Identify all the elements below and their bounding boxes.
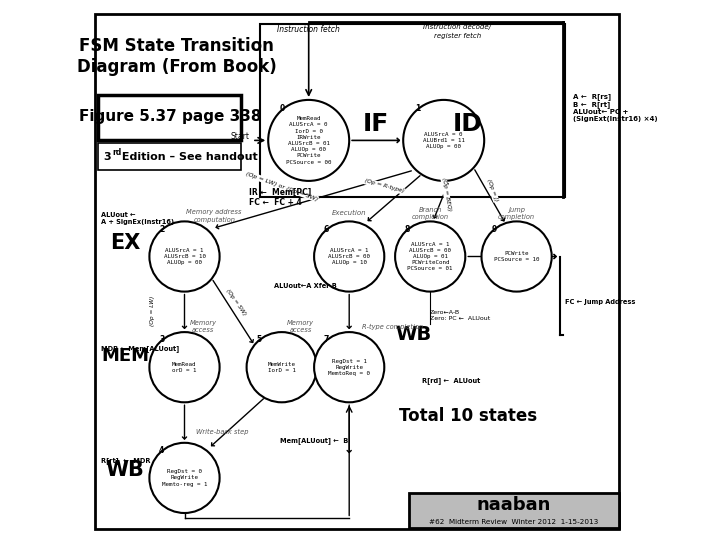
Text: PCWrite
PCSource = 10: PCWrite PCSource = 10	[494, 251, 539, 262]
Text: ALUout ←
A + SignEx(Instr16): ALUout ← A + SignEx(Instr16)	[101, 212, 174, 225]
Text: 4: 4	[159, 446, 164, 455]
Text: naaban: naaban	[477, 496, 551, 514]
Text: 3: 3	[159, 335, 164, 345]
Text: #62  Midterm Review  Winter 2012  1-15-2013: #62 Midterm Review Winter 2012 1-15-2013	[429, 519, 598, 525]
Text: Memory address
computation: Memory address computation	[186, 210, 242, 222]
Circle shape	[403, 100, 484, 181]
Text: MemRead
orD = 1: MemRead orD = 1	[172, 362, 197, 373]
Bar	[98, 143, 241, 170]
Text: Execution: Execution	[332, 210, 366, 217]
Text: 9: 9	[491, 225, 496, 234]
Text: (Op = J): (Op = J)	[486, 178, 499, 202]
Text: RegDst = 0
RegWrite
Memto-reg = 1: RegDst = 0 RegWrite Memto-reg = 1	[162, 469, 207, 487]
Text: Memory
access: Memory access	[190, 320, 217, 333]
Text: FSM State Transition
Diagram (From Book): FSM State Transition Diagram (From Book)	[76, 37, 276, 76]
Text: ALUout←A Xfer B: ALUout←A Xfer B	[274, 283, 336, 289]
Text: rd: rd	[113, 148, 122, 157]
Circle shape	[150, 443, 220, 513]
Text: Memory
access: Memory access	[287, 320, 314, 333]
Text: R[rd] ←  ALUout: R[rd] ← ALUout	[422, 377, 480, 384]
Text: MEM: MEM	[101, 347, 149, 366]
Text: ALUSrcA = 0
ALUBrd1 = 11
ALUOp = 00: ALUSrcA = 0 ALUBrd1 = 11 ALUOp = 00	[423, 132, 464, 149]
Circle shape	[395, 221, 465, 292]
Circle shape	[314, 221, 384, 292]
Bar	[260, 24, 565, 197]
Text: MDR ← Mem[ALUout]: MDR ← Mem[ALUout]	[101, 345, 179, 352]
Text: Total 10 states: Total 10 states	[399, 407, 537, 425]
Text: Figure 5.37 page 338: Figure 5.37 page 338	[78, 109, 261, 124]
Text: R-type completion: R-type completion	[362, 323, 423, 330]
Text: MemWrite
IorD = 1: MemWrite IorD = 1	[268, 362, 296, 373]
Circle shape	[150, 332, 220, 402]
Text: IF: IF	[363, 112, 390, 136]
Text: ALUSrcA = 1
ALUSrcB = 00
ALUOp = 01
PCWriteCond
PCSource = 01: ALUSrcA = 1 ALUSrcB = 00 ALUOp = 01 PCWr…	[408, 241, 453, 272]
Text: FC ← Jump Address: FC ← Jump Address	[565, 299, 636, 306]
Text: ALUSrcA = 1
ALUSrcB = 00
ALUOp = 10: ALUSrcA = 1 ALUSrcB = 00 ALUOp = 10	[328, 248, 370, 265]
Text: Mem[ALUout] ←  B: Mem[ALUout] ← B	[280, 437, 348, 443]
Text: register fetch: register fetch	[433, 33, 481, 39]
Circle shape	[246, 332, 317, 402]
Text: 5: 5	[256, 335, 261, 345]
Circle shape	[269, 100, 349, 181]
Bar	[98, 19, 258, 86]
Bar	[98, 94, 241, 140]
Text: EX: EX	[110, 233, 140, 253]
Text: 3: 3	[104, 152, 111, 161]
Text: Jump
completion: Jump completion	[498, 207, 535, 220]
Text: 2: 2	[159, 225, 164, 234]
Text: 0: 0	[280, 104, 285, 113]
Text: R[rt]  ←  MDR: R[rt] ← MDR	[101, 457, 150, 463]
Text: MemRead
ALUSrcA = 0
IorD = 0
IRWrite
ALUSrcB = 01
ALUOp = 00
PCWrite
PCSource = : MemRead ALUSrcA = 0 IorD = 0 IRWrite ALU…	[286, 116, 331, 165]
Text: WB: WB	[106, 460, 145, 480]
Text: 1: 1	[415, 104, 420, 113]
Text: Instruction fetch: Instruction fetch	[277, 25, 340, 34]
Text: 7: 7	[324, 335, 329, 345]
Circle shape	[314, 332, 384, 402]
Text: WB: WB	[396, 325, 432, 345]
Text: Start: Start	[230, 132, 250, 140]
Circle shape	[482, 221, 552, 292]
Text: 8: 8	[405, 225, 410, 234]
Text: (Op = LW): (Op = LW)	[150, 295, 155, 326]
Text: 6: 6	[324, 225, 329, 234]
Text: RegDst = 1
RegWrite
MemtoReq = 0: RegDst = 1 RegWrite MemtoReq = 0	[328, 359, 370, 376]
Text: ID: ID	[453, 112, 483, 136]
Text: Branch
completion: Branch completion	[412, 207, 449, 220]
Text: (Op = SW): (Op = SW)	[225, 288, 247, 316]
Text: Instruction decode/: Instruction decode/	[423, 24, 491, 30]
Text: (Op = BEQ): (Op = BEQ)	[441, 177, 452, 212]
Bar	[409, 493, 619, 528]
Text: ALUSrcA = 1
ALUSrcB = 10
ALUOp = 00: ALUSrcA = 1 ALUSrcB = 10 ALUOp = 00	[163, 248, 205, 265]
Text: IR ←  Mem[PC]
FC ←  FC + 4: IR ← Mem[PC] FC ← FC + 4	[249, 187, 312, 207]
Text: Edition – See handout: Edition – See handout	[118, 152, 258, 161]
Text: (Op = LW) or (Op = SW): (Op = LW) or (Op = SW)	[245, 171, 318, 201]
Text: A ←  R[rs]
B ←  R[rt]
ALUout← PC +
(SignExt(Instr16) ×4): A ← R[rs] B ← R[rt] ALUout← PC + (SignEx…	[573, 93, 658, 123]
Text: (Op = R-type): (Op = R-type)	[364, 179, 405, 194]
Circle shape	[150, 221, 220, 292]
Text: Write-back step: Write-back step	[196, 429, 248, 435]
Text: Zero←A-B
Zero: PC ←  ALUout: Zero←A-B Zero: PC ← ALUout	[431, 310, 490, 321]
